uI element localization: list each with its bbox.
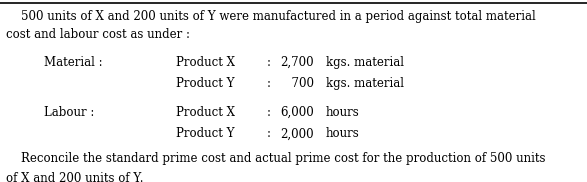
Text: Product Y: Product Y — [176, 127, 235, 140]
Text: hours: hours — [326, 106, 359, 118]
Text: Material :: Material : — [44, 56, 103, 68]
Text: :: : — [267, 106, 271, 118]
Text: cost and labour cost as under :: cost and labour cost as under : — [6, 28, 190, 41]
Text: kgs. material: kgs. material — [326, 56, 404, 68]
Text: kgs. material: kgs. material — [326, 77, 404, 90]
Text: 2,700: 2,700 — [281, 56, 314, 68]
Text: 2,000: 2,000 — [281, 127, 314, 140]
Text: 500 units of X and 200 units of Y were manufactured in a period against total ma: 500 units of X and 200 units of Y were m… — [6, 10, 535, 23]
Text: Product X: Product X — [176, 56, 235, 68]
Text: :: : — [267, 56, 271, 68]
Text: Product Y: Product Y — [176, 77, 235, 90]
Text: hours: hours — [326, 127, 359, 140]
Text: Reconcile the standard prime cost and actual prime cost for the production of 50: Reconcile the standard prime cost and ac… — [6, 152, 545, 165]
Text: Labour :: Labour : — [44, 106, 95, 118]
Text: :: : — [267, 77, 271, 90]
Text: :: : — [267, 127, 271, 140]
Text: Product X: Product X — [176, 106, 235, 118]
Text: 700: 700 — [284, 77, 314, 90]
Text: of X and 200 units of Y.: of X and 200 units of Y. — [6, 172, 143, 182]
Text: 6,000: 6,000 — [281, 106, 314, 118]
